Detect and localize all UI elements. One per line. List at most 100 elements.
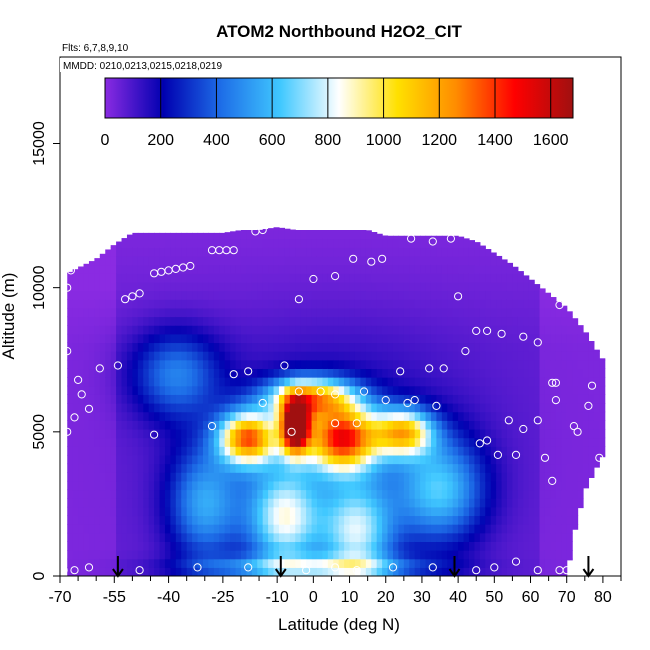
heatmap-cell	[447, 411, 454, 421]
heatmap-cell	[197, 290, 204, 300]
heatmap-cell	[371, 437, 378, 447]
heatmap-cell	[398, 403, 405, 413]
heatmap-cell	[235, 428, 242, 439]
heatmap-cell	[425, 255, 432, 266]
heatmap-cell	[344, 550, 351, 560]
heatmap-cell	[72, 480, 79, 491]
sample-point	[410, 396, 419, 405]
heatmap-cell	[257, 558, 264, 568]
heatmap-cell	[78, 368, 85, 378]
heatmap-cell	[273, 472, 280, 482]
heatmap-cell	[159, 567, 166, 576]
heatmap-cell	[154, 325, 161, 335]
heatmap-cell	[430, 264, 438, 274]
heatmap-cell	[126, 506, 133, 517]
heatmap-cell	[322, 428, 329, 439]
heatmap-cell	[382, 550, 389, 560]
heatmap-cell	[262, 273, 269, 283]
heatmap-cell	[94, 515, 101, 525]
heatmap-cell	[170, 394, 177, 404]
heatmap-cell	[246, 532, 253, 542]
heatmap-cell	[463, 558, 470, 568]
heatmap-cell	[528, 333, 535, 344]
heatmap-cell	[517, 428, 524, 439]
heatmap-cell	[322, 411, 329, 421]
heatmap-cell	[284, 255, 291, 266]
sample-point	[95, 364, 104, 373]
heatmap-cell	[365, 541, 372, 551]
heatmap-cell	[110, 506, 117, 517]
heatmap-cell	[490, 480, 497, 491]
heatmap-cell	[268, 228, 275, 231]
heatmap-cell	[441, 428, 448, 439]
heatmap-cell	[235, 307, 242, 318]
heatmap-cell	[360, 385, 367, 395]
heatmap-cell	[262, 230, 269, 240]
heatmap-cell	[154, 290, 161, 300]
heatmap-cell	[116, 281, 123, 292]
heatmap-cell	[349, 498, 356, 508]
heatmap-cell	[555, 351, 562, 361]
heatmap-cell	[159, 299, 166, 309]
heatmap-cell	[181, 515, 188, 525]
heatmap-cell	[561, 428, 568, 439]
heatmap-cell	[105, 377, 112, 387]
heatmap-cell	[137, 532, 144, 542]
sample-point	[598, 326, 608, 335]
heatmap-cell	[479, 385, 486, 395]
heatmap-cell	[599, 411, 606, 421]
heatmap-cell	[333, 532, 340, 542]
heatmap-cell	[159, 377, 166, 387]
heatmap-cell	[154, 498, 161, 508]
heatmap-cell	[126, 238, 133, 248]
heatmap-cell	[409, 567, 416, 576]
heatmap-cell	[268, 230, 275, 240]
heatmap-cell	[235, 230, 242, 240]
heatmap-cell	[327, 558, 334, 568]
sample-point	[569, 422, 579, 431]
heatmap-cell	[506, 498, 514, 508]
heatmap-cell	[382, 238, 389, 248]
heatmap-cell	[94, 411, 101, 421]
heatmap-cell	[463, 454, 470, 465]
heatmap-cell	[316, 489, 323, 499]
heatmap-cell	[99, 253, 106, 257]
heatmap-cell	[544, 385, 552, 395]
heatmap-cell	[202, 333, 209, 344]
heatmap-cell	[425, 524, 432, 534]
heatmap-cell	[230, 446, 237, 456]
heatmap-cell	[262, 420, 269, 430]
heatmap-cell	[126, 428, 133, 439]
heatmap-cell	[479, 290, 486, 300]
heatmap-cell	[148, 558, 155, 568]
heatmap-cell	[506, 472, 514, 482]
heatmap-cell	[371, 532, 378, 542]
heatmap-cell	[192, 307, 199, 318]
heatmap-cell	[137, 238, 144, 248]
heatmap-cell	[262, 325, 269, 335]
heatmap-cell	[284, 446, 291, 456]
heatmap-cell	[219, 325, 226, 335]
heatmap-cell	[436, 307, 443, 318]
heatmap-cell	[436, 325, 443, 335]
heatmap-cell	[257, 281, 264, 292]
heatmap-cell	[192, 342, 199, 352]
heatmap-cell	[333, 403, 340, 413]
heatmap-cell	[539, 420, 546, 430]
heatmap-cell	[517, 454, 524, 465]
heatmap-cell	[468, 411, 476, 421]
heatmap-cell	[116, 515, 123, 525]
heatmap-cell	[430, 273, 438, 283]
heatmap-cell	[425, 290, 432, 300]
heatmap-cell	[311, 359, 318, 369]
heatmap-cell	[278, 403, 285, 413]
heatmap-cell	[88, 463, 95, 473]
heatmap-cell	[333, 316, 340, 326]
heatmap-cell	[441, 550, 448, 560]
heatmap-cell	[181, 524, 188, 534]
heatmap-cell	[338, 385, 345, 395]
heatmap-cell	[392, 472, 400, 482]
heatmap-cell	[512, 428, 519, 439]
heatmap-cell	[398, 325, 405, 335]
heatmap-cell	[398, 377, 405, 387]
